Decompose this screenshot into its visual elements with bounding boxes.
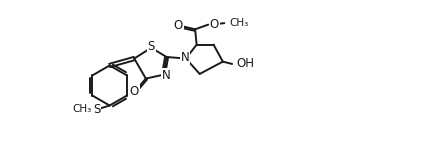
Text: S: S: [147, 40, 155, 53]
Text: S: S: [93, 103, 100, 116]
Text: N: N: [162, 69, 170, 82]
Text: OH: OH: [237, 57, 255, 70]
Text: N: N: [181, 51, 190, 64]
Text: CH₃: CH₃: [72, 104, 91, 114]
Text: O: O: [130, 85, 139, 98]
Text: CH₃: CH₃: [229, 18, 248, 28]
Text: O: O: [173, 19, 183, 32]
Text: O: O: [210, 18, 219, 31]
